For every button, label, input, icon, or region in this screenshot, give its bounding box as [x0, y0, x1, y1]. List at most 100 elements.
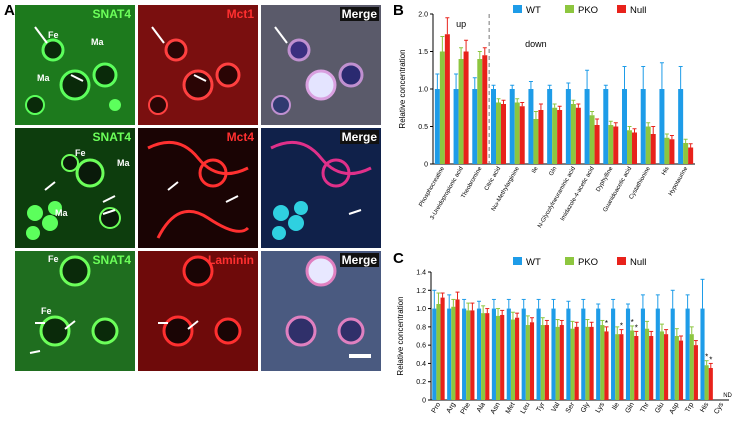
bar-null — [664, 334, 669, 400]
annotation-up: up — [456, 19, 466, 29]
bar-null — [485, 313, 490, 400]
category-label: Asp — [668, 401, 680, 415]
bar-wt — [640, 308, 645, 400]
panel-letter-a: A — [4, 2, 15, 19]
bar-null — [557, 110, 563, 164]
legend-label: Null — [630, 5, 646, 16]
micrograph-snat4-row2: SNAT4 Fe Ma Ma — [15, 128, 135, 248]
channel-label: SNAT4 — [92, 130, 131, 144]
y-tick-label: 0 — [422, 398, 426, 405]
bar-pko — [683, 143, 689, 164]
micrograph-image — [261, 5, 381, 125]
bar-wt — [566, 308, 571, 400]
bar-pko — [495, 315, 501, 400]
category-label: Dyphylline — [595, 165, 614, 193]
micrograph-image — [261, 251, 381, 371]
category-label: Asn — [490, 401, 502, 415]
legend-swatch-null — [617, 5, 626, 13]
channel-label: SNAT4 — [92, 7, 131, 21]
legend-label: WT — [526, 5, 541, 16]
channel-label: Mct4 — [226, 130, 254, 144]
bar-pko — [589, 115, 595, 164]
micrograph-laminin-row3: Laminin — [138, 251, 258, 371]
bar-null — [501, 104, 506, 164]
significance-star: * — [605, 319, 608, 328]
bar-null — [538, 110, 544, 164]
bar-null — [575, 107, 581, 164]
bar-pko — [615, 334, 620, 400]
bar-pko — [436, 304, 441, 400]
bar-wt — [640, 89, 646, 164]
bar-pko — [585, 326, 590, 400]
legend-label: Null — [630, 257, 646, 268]
category-label: Leu — [520, 401, 532, 415]
significance-star: * — [709, 355, 712, 364]
micrograph-image — [261, 128, 381, 248]
micrograph-merge-row2: Merge — [261, 128, 381, 248]
micrograph-image — [138, 5, 258, 125]
bar-wt — [447, 308, 452, 400]
y-tick-label: 0.4 — [416, 361, 426, 368]
bar-pko — [533, 119, 539, 164]
bar-pko — [555, 326, 560, 400]
channel-label: Merge — [339, 7, 379, 21]
micrograph-panel: SNAT4 Fe Ma Ma Mct1 Merge — [15, 5, 381, 371]
bar-pko — [659, 331, 665, 400]
micrograph-image — [138, 251, 258, 371]
annotation-nd: ND — [723, 393, 732, 399]
bar-pko — [570, 104, 576, 164]
category-label: Gln — [549, 166, 559, 177]
category-label: His — [661, 166, 671, 177]
legend-swatch-wt — [513, 5, 522, 13]
micrograph-merge-row3: Merge — [261, 251, 381, 371]
tissue-label: Fe — [48, 30, 59, 40]
y-tick-label: 0.6 — [416, 343, 426, 350]
significance-star: * — [705, 353, 708, 362]
tissue-label: Ma — [55, 208, 68, 218]
bar-wt — [670, 308, 675, 400]
bar-wt — [678, 89, 684, 164]
category-label: Val — [551, 401, 562, 413]
bar-wt — [685, 308, 690, 400]
category-label: Thr — [639, 401, 651, 414]
bar-null — [693, 345, 698, 400]
legend-swatch-wt — [513, 257, 522, 265]
channel-label: SNAT4 — [92, 253, 131, 267]
bar-null — [455, 299, 460, 400]
bar-wt — [622, 89, 627, 164]
category-label: Ile — [531, 165, 540, 174]
micrograph-image — [15, 128, 135, 248]
y-tick-label: 2.0 — [418, 12, 428, 19]
bar-wt — [547, 89, 553, 164]
micrograph-mct4-row2: Mct4 — [138, 128, 258, 248]
significance-star: * — [631, 318, 634, 327]
bar-wt — [509, 89, 515, 164]
category-label: His — [699, 401, 710, 414]
panel-letter-b: B — [393, 2, 404, 19]
bar-null — [650, 134, 656, 164]
bar-pko — [600, 325, 605, 400]
bar-pko — [644, 328, 650, 400]
bar-pko — [525, 325, 530, 400]
bar-null — [688, 147, 694, 164]
y-tick-label: 1.5 — [418, 49, 428, 56]
significance-star: * — [620, 322, 623, 331]
bar-null — [669, 139, 675, 164]
category-label: Theobromine — [461, 165, 484, 199]
bar-wt — [581, 308, 586, 400]
micrograph-image — [15, 251, 135, 371]
bar-wt — [603, 89, 609, 164]
micrograph-image — [138, 128, 258, 248]
micrograph-image — [15, 5, 135, 125]
bar-pko — [627, 130, 632, 164]
micrograph-mct1-row1: Mct1 — [138, 5, 258, 125]
bar-pko — [439, 51, 445, 164]
bar-wt — [462, 308, 467, 400]
bar-wt — [625, 308, 631, 400]
bar-null — [594, 125, 600, 164]
category-label: Tyr — [536, 401, 547, 413]
bar-wt — [565, 89, 571, 164]
bar-null — [649, 336, 654, 400]
bar-wt — [506, 308, 511, 400]
